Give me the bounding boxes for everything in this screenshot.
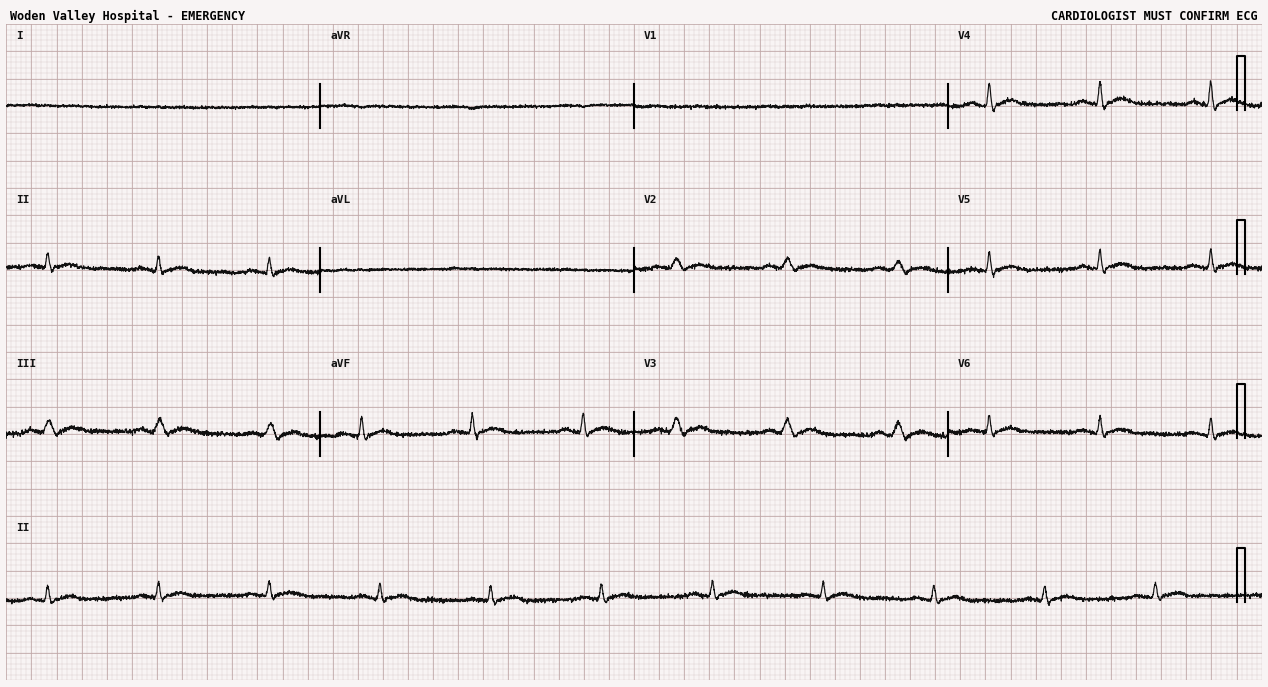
Text: CARDIOLOGIST MUST CONFIRM ECG: CARDIOLOGIST MUST CONFIRM ECG	[1051, 10, 1258, 23]
Text: aVR: aVR	[330, 31, 350, 41]
Text: II: II	[16, 194, 30, 205]
Text: V2: V2	[644, 194, 658, 205]
Text: V3: V3	[644, 359, 658, 369]
Text: V6: V6	[957, 359, 971, 369]
Text: V4: V4	[957, 31, 971, 41]
Text: II: II	[16, 523, 30, 532]
Text: aVL: aVL	[330, 194, 350, 205]
Text: aVF: aVF	[330, 359, 350, 369]
Text: III: III	[16, 359, 37, 369]
Text: I: I	[16, 31, 23, 41]
Text: V5: V5	[957, 194, 971, 205]
Text: V1: V1	[644, 31, 658, 41]
Text: Woden Valley Hospital - EMERGENCY: Woden Valley Hospital - EMERGENCY	[10, 10, 245, 23]
